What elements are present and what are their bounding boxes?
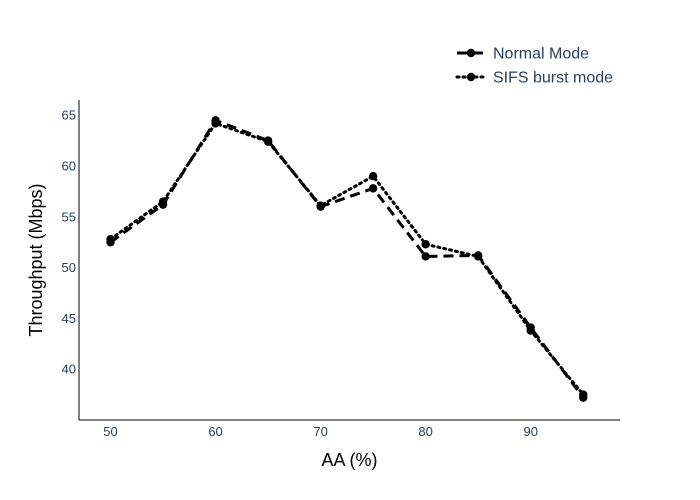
- legend-marker: [466, 48, 476, 58]
- x-tick-label: 70: [313, 424, 327, 439]
- legend[interactable]: Normal Mode SIFS burst mode: [455, 46, 613, 87]
- data-point: [526, 326, 535, 335]
- y-axis-title: Throughput (Mbps): [26, 183, 46, 336]
- data-point: [368, 171, 378, 181]
- x-tick-label: 50: [103, 424, 117, 439]
- data-point: [473, 252, 483, 261]
- y-tick-label: 55: [62, 209, 76, 224]
- legend-item[interactable]: SIFS burst mode: [455, 70, 613, 87]
- series-2: [106, 119, 588, 399]
- y-tick-label: 65: [62, 108, 76, 123]
- y-tick-label: 50: [62, 260, 76, 275]
- data-point: [421, 240, 430, 249]
- data-point: [316, 201, 325, 210]
- x-tick-label: 80: [418, 424, 432, 439]
- data-point: [579, 390, 588, 399]
- x-tick-labels: 50 60 70 80 90: [103, 424, 538, 439]
- x-axis-title: AA (%): [321, 450, 377, 470]
- series-line: [109, 121, 585, 397]
- data-point: [106, 234, 115, 244]
- x-tick-label: 60: [208, 424, 222, 439]
- y-tick-label: 40: [62, 362, 76, 377]
- series-1: [106, 116, 588, 402]
- data-point: [263, 137, 273, 146]
- data-point: [158, 197, 168, 206]
- data-point: [211, 119, 220, 128]
- data-point: [368, 184, 378, 193]
- series-layer: [106, 116, 588, 402]
- legend-label: Normal Mode: [493, 46, 589, 63]
- y-tick-label: 60: [62, 159, 76, 174]
- y-tick-label: 45: [62, 311, 76, 326]
- y-tick-labels: 40 45 50 55 60 65: [62, 108, 76, 377]
- series-line: [109, 118, 585, 399]
- data-point: [421, 252, 430, 261]
- legend-label: SIFS burst mode: [493, 70, 613, 87]
- legend-marker: [466, 72, 476, 82]
- axes: [78, 100, 620, 421]
- x-tick-label: 90: [523, 424, 537, 439]
- legend-item[interactable]: Normal Mode: [457, 46, 589, 63]
